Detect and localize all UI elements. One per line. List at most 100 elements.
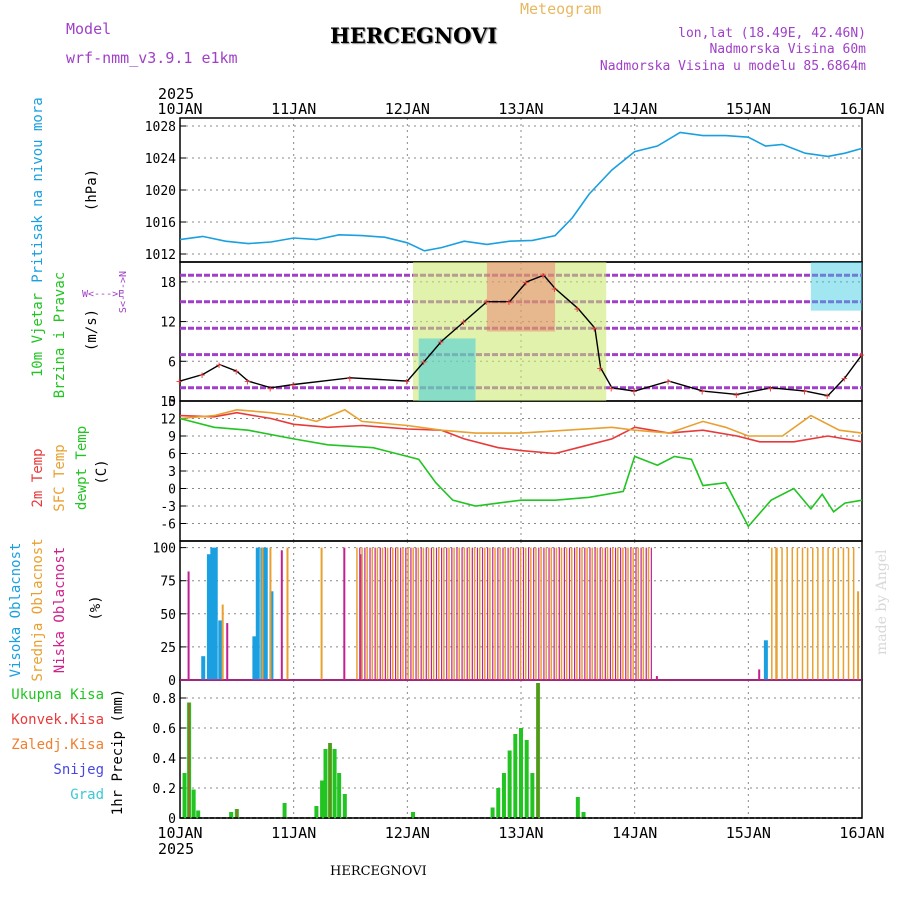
cloud-bar	[210, 547, 215, 680]
cloud-bar	[391, 547, 394, 680]
cloud-bar	[218, 620, 223, 680]
cloud-bar	[560, 547, 563, 680]
cloud-bar	[394, 547, 397, 680]
precip-bar-total	[513, 734, 518, 818]
wind-cyan-area-late	[810, 262, 862, 311]
precip-bar-total	[581, 812, 586, 818]
cloud-bar	[221, 604, 224, 680]
cloud-bar	[213, 547, 218, 680]
pressure-axis-unit: (hPa)	[84, 169, 100, 211]
cloud-bar	[435, 547, 438, 680]
cloud-bar	[458, 547, 460, 680]
precip-bar-total	[332, 749, 337, 818]
cloud-bar	[632, 547, 634, 680]
cloud-bar	[320, 547, 323, 680]
cloud-bar	[599, 547, 601, 680]
cloud-bar	[637, 547, 640, 680]
model-label: Model	[66, 20, 111, 38]
y-tick-label: 0	[168, 674, 176, 689]
wind-gust-mark: +	[347, 372, 354, 385]
wind-axis-unit: (m/s)	[84, 309, 100, 351]
temp-2m-line	[179, 411, 863, 455]
cloud-bar	[476, 547, 479, 680]
y-tick-label: -6	[160, 518, 176, 533]
cloud-bar	[589, 547, 591, 680]
cloud-bar	[343, 547, 346, 680]
cloud-bar	[361, 547, 363, 680]
cloud-bar	[606, 547, 609, 680]
wind-speed-line	[179, 274, 863, 397]
cloud-bar	[453, 547, 455, 680]
cloud-bar	[655, 676, 658, 680]
cloud-bar	[837, 547, 840, 680]
y-tick-label: 75	[160, 575, 176, 590]
cloud-bar	[269, 547, 272, 680]
cloud-bar	[471, 547, 473, 680]
cloud-bar	[571, 547, 573, 680]
cloud-bar	[441, 547, 443, 680]
cloud-bar	[563, 547, 565, 680]
x-tick-label-top: 15JAN	[726, 100, 771, 118]
temp-axis-l2: SFC Temp	[52, 444, 68, 511]
cloud-bar	[286, 547, 289, 680]
cloud-bar	[422, 547, 425, 680]
cloud-bar	[538, 547, 540, 680]
precip-bar-total	[490, 807, 495, 818]
cloud-bar	[463, 547, 466, 680]
cloud-bar	[497, 547, 499, 680]
y-tick-label: 0.6	[153, 722, 176, 737]
cloud-bar	[187, 571, 190, 680]
wind-gust-mark: +	[699, 385, 706, 398]
wind-gust-mark: +	[460, 316, 467, 329]
cloud-bar	[758, 669, 761, 680]
cloud-bar	[384, 547, 386, 680]
wind-compass-ns: S<--->N	[118, 271, 129, 313]
cloud-bar	[545, 547, 547, 680]
cloud-bar	[492, 547, 494, 680]
cloud-bar	[611, 547, 614, 680]
cloud-bar	[226, 623, 229, 680]
location-line-3: Nadmorska Visina u modelu 85.6864m	[600, 59, 866, 74]
y-tick-label: 1028	[145, 120, 176, 135]
cloud-bar	[576, 547, 578, 680]
wind-gust-mark: +	[403, 375, 410, 388]
cloud-axis-l3: Niska Oblacnost	[52, 547, 68, 673]
cloud-bar	[263, 547, 268, 680]
y-tick-label: 9	[168, 430, 176, 445]
wind-gust-mark: +	[551, 282, 558, 295]
precip-bar-total	[196, 810, 201, 818]
wind-compass-we: W<--->E	[82, 289, 124, 300]
precip-bar-total	[575, 797, 580, 818]
x-tick-label-bottom: 10JAN	[157, 824, 202, 842]
cloud-bar	[446, 547, 448, 680]
footer-station: HERCEGNOVI	[330, 864, 427, 879]
cloud-bar	[533, 547, 535, 680]
cloud-bar	[847, 547, 850, 680]
precip-bar-total	[501, 773, 506, 818]
precip-bar-total	[282, 803, 287, 818]
cloud-bar	[640, 547, 642, 680]
precip-bar-conv	[537, 683, 540, 818]
cloud-bar	[410, 547, 412, 680]
year-bottom: 2025	[158, 840, 194, 858]
y-tick-label: 6	[168, 355, 176, 370]
cloud-bar	[432, 547, 435, 680]
cloud-bar	[530, 547, 532, 680]
precip-bar-total	[519, 728, 523, 818]
cloud-bar	[494, 547, 496, 680]
cloud-bar	[400, 547, 402, 680]
precip-bar-total	[320, 780, 325, 818]
cloud-bar	[574, 547, 576, 680]
precip-bar-total	[342, 794, 347, 818]
cloud-bar	[622, 547, 624, 680]
cloud-bar	[832, 547, 834, 680]
wind-gust-mark: +	[290, 378, 297, 391]
x-tick-label-top: 11JAN	[271, 100, 316, 118]
location-line-2: Nadmorska Visina 60m	[709, 42, 866, 57]
precip-bar-total	[496, 788, 501, 818]
cloud-bar	[522, 547, 525, 680]
precip-legend-grad: Grad	[70, 787, 104, 803]
temp-axis-unit: (C)	[94, 459, 110, 484]
y-tick-label: 1016	[145, 216, 176, 231]
wind-gust-mark: +	[665, 375, 672, 388]
